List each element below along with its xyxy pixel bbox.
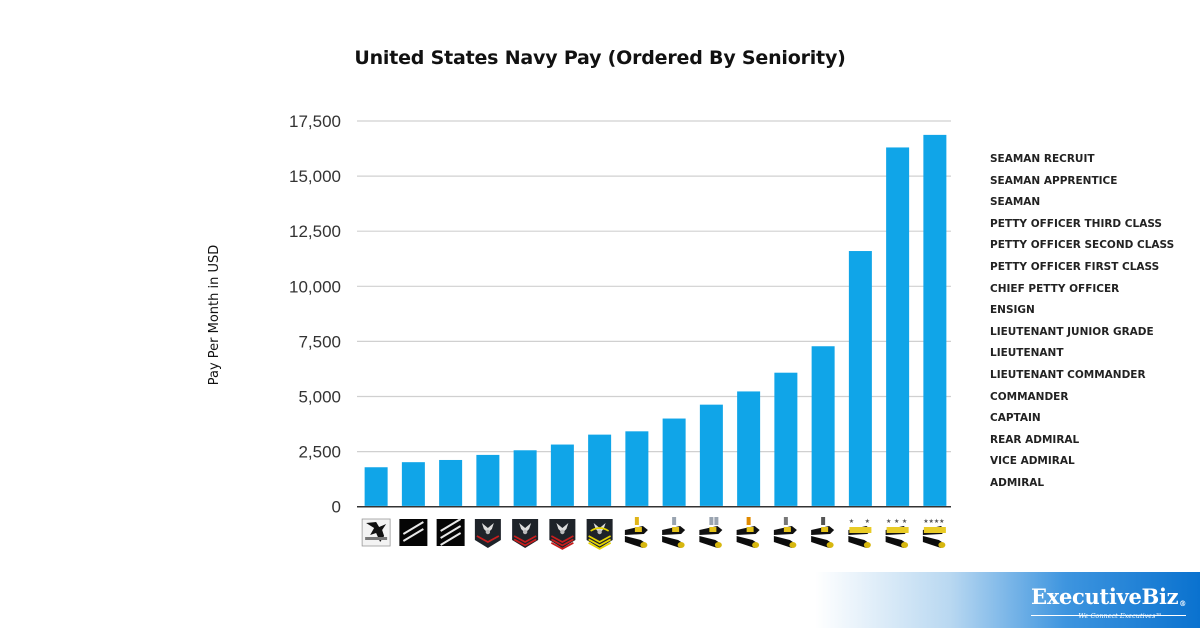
y-tick-label: 17,500 — [289, 112, 341, 131]
svg-text:★: ★ — [923, 518, 928, 525]
legend-item: COMMANDER — [990, 390, 1069, 403]
x-axis-rank-icons: ★ ★ ★ ★ ★ ★ ★ ★ ★ — [361, 517, 946, 550]
four-star-shoulder-icon: ★ ★ ★ ★ — [922, 518, 946, 548]
double-silver-bar-shoulder-icon — [699, 517, 723, 548]
bar-petty-officer-first-class — [550, 444, 574, 506]
chief-petty-officer-rocker-icon — [586, 519, 613, 550]
y-axis-ticks: 0 2,500 5,000 7,500 10,000 12,500 15,000 17,500 — [289, 112, 341, 517]
legend-item: ADMIRAL — [990, 476, 1045, 489]
bar-lieutenant-commander — [737, 391, 761, 506]
legend: SEAMAN RECRUIT SEAMAN APPRENTICE SEAMAN PET… — [990, 151, 1174, 497]
bar-rear-admiral — [848, 251, 872, 506]
petty-officer-two-chevrons-icon — [512, 519, 539, 548]
bar-commander — [774, 372, 798, 506]
svg-text:★: ★ — [865, 518, 870, 525]
legend-item: PETTY OFFICER SECOND CLASS — [990, 239, 1175, 252]
svg-text:★: ★ — [934, 518, 939, 525]
three-stripe-sleeve-icon — [436, 518, 465, 546]
y-tick-label: 15,000 — [289, 167, 341, 186]
bar-admiral — [923, 134, 947, 506]
legend-item: PETTY OFFICER THIRD CLASS — [990, 217, 1162, 230]
legend-item: LIEUTENANT JUNIOR GRADE — [990, 325, 1154, 338]
legend-item: REAR ADMIRAL — [990, 433, 1080, 446]
gold-oak-leaf-shoulder-icon — [736, 517, 760, 548]
y-tick-label: 5,000 — [298, 388, 341, 407]
silver-bar-shoulder-icon — [662, 517, 686, 548]
bar-captain — [811, 346, 835, 506]
legend-item: LIEUTENANT COMMANDER — [990, 368, 1146, 381]
y-tick-label: 7,500 — [298, 332, 341, 351]
y-tick-label: 10,000 — [289, 277, 341, 296]
bars — [364, 134, 947, 506]
silver-oak-leaf-shoulder-icon — [773, 517, 797, 548]
bar-lieutenant-junior-grade — [662, 418, 686, 506]
bar-petty-officer-second-class — [513, 450, 537, 506]
bar-seaman — [439, 459, 463, 506]
legend-item: CAPTAIN — [990, 412, 1041, 425]
svg-text:★: ★ — [939, 518, 944, 525]
two-star-shoulder-icon: ★ ★ — [848, 518, 872, 548]
svg-text:★: ★ — [894, 518, 899, 525]
svg-text:★: ★ — [849, 518, 854, 525]
svg-text:★: ★ — [886, 518, 891, 525]
bar-petty-officer-third-class — [476, 454, 500, 506]
legend-item: ENSIGN — [990, 304, 1035, 317]
legend-item: CHIEF PETTY OFFICER — [990, 282, 1120, 295]
bar-seaman-recruit — [364, 467, 388, 506]
y-tick-label: 12,500 — [289, 222, 341, 241]
brand-tagline: We Connect Executives™ — [1078, 612, 1162, 620]
gold-bar-shoulder-icon — [624, 517, 648, 548]
svg-text:★: ★ — [929, 518, 934, 525]
y-tick-label: 2,500 — [298, 443, 341, 462]
petty-officer-one-chevron-icon — [474, 519, 501, 548]
y-axis-label: Pay Per Month in USD — [207, 245, 222, 386]
legend-item: SEAMAN — [990, 196, 1041, 209]
bar-chief-petty-officer — [588, 434, 612, 506]
bar-vice-admiral — [886, 147, 910, 506]
legend-item: SEAMAN APPRENTICE — [990, 174, 1118, 187]
bar-lieutenant — [699, 404, 723, 506]
two-stripe-sleeve-icon — [399, 519, 428, 546]
legend-item: LIEUTENANT — [990, 347, 1064, 360]
legend-item: PETTY OFFICER FIRST CLASS — [990, 260, 1160, 273]
brand-banner: ExecutiveBiz® We Connect Executives™ — [815, 572, 1200, 628]
brand-logo: ExecutiveBiz® — [1031, 586, 1186, 616]
eagle-shoulder-icon — [811, 517, 835, 548]
y-tick-label: 0 — [332, 498, 341, 517]
seaman-recruit-eagle-icon — [361, 518, 391, 547]
legend-item: VICE ADMIRAL — [990, 455, 1075, 468]
legend-item: SEAMAN RECRUIT — [990, 153, 1095, 165]
bar-ensign — [625, 431, 649, 506]
petty-officer-three-chevrons-icon — [549, 519, 576, 550]
bar-seaman-apprentice — [401, 462, 425, 506]
chart-title: United States Navy Pay (Ordered By Senio… — [354, 47, 846, 69]
svg-text:★: ★ — [902, 518, 907, 525]
three-star-shoulder-icon: ★ ★ ★ — [885, 518, 909, 548]
